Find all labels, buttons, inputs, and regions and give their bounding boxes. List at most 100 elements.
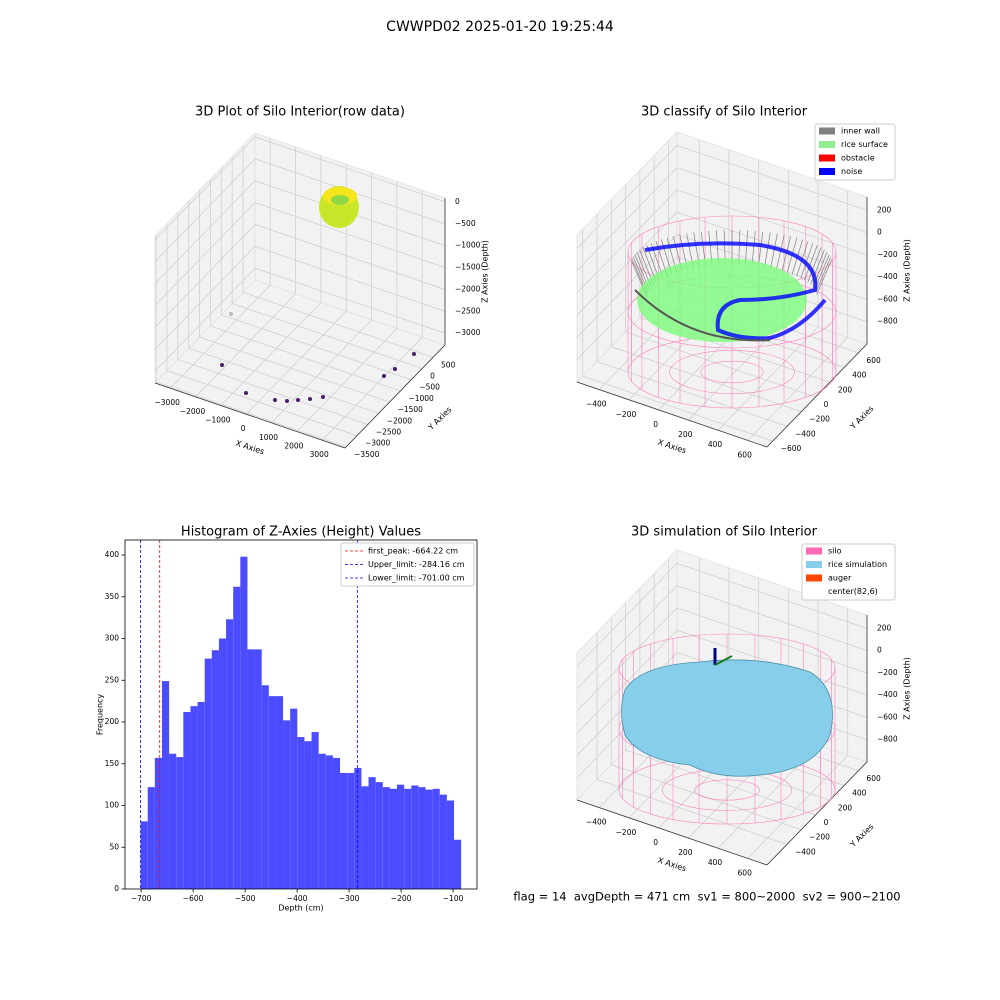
grid-line [155,381,347,448]
chart-title: Histogram of Z-Axies (Height) Values [181,525,421,540]
grid-line [576,189,678,294]
z-tick-label: 0 [877,646,882,655]
x-axis-line [576,799,768,866]
bar [397,784,405,889]
bar [375,782,383,889]
legend-box [814,123,896,181]
grid-line [576,211,678,316]
chart-title: 3D simulation of Silo Interior [631,525,818,540]
z-tick-label: −500 [455,219,476,228]
rice-simulation [621,659,833,777]
bar [446,800,455,889]
bar [347,772,355,889]
legend-box [340,542,475,587]
grid-line [611,346,802,413]
wall-line [807,247,822,283]
figure-title: CWWPD02 2025-01-20 19:25:44 [386,19,614,35]
point [285,399,289,403]
grid-line [747,337,848,441]
x-tick-label: −2000 [180,407,206,416]
point [229,312,233,316]
wall-line [764,232,771,268]
x-tick-label: −200 [616,410,637,419]
wall-line [744,230,748,266]
grid-line [676,189,868,256]
bar [389,788,398,889]
bar [454,839,462,889]
y-axis-line [344,344,446,449]
x-tick-label: −3000 [155,398,181,407]
z-tick-label: −1000 [455,241,481,250]
x-tick-label: 200 [678,430,693,439]
bar [218,638,227,889]
legend-label: first_peak: -664.22 cm [368,547,458,556]
point [296,398,300,402]
grid-line [242,291,434,358]
grid-line [221,314,412,381]
grid-line [220,302,322,406]
y-tick-label: 400 [852,371,867,380]
grid-line [676,144,868,211]
wall-line [751,230,756,266]
chart-title: 3D Plot of Silo Interior(row data) [195,105,405,120]
bar [290,708,298,889]
bar [297,737,305,889]
y-tick-label: −500 [419,383,440,392]
bar [140,821,148,889]
x-axis-line [154,382,346,449]
bar [169,753,177,889]
grid-line [169,284,271,389]
grid-line [210,325,401,392]
y-tick-label: −3500 [354,450,380,459]
legend-label: silo [828,547,842,556]
grid-line [199,336,390,403]
legend-box [801,543,896,601]
legend-swatch [819,127,835,135]
wall-line [757,231,764,267]
noise-points [644,241,827,341]
legend-swatch [819,168,835,175]
legend-swatch [819,141,835,148]
bar [325,755,333,889]
grid-line [232,303,423,369]
legend-label: rice surface [841,140,888,149]
wall-line [800,243,814,279]
grid-line [676,585,868,652]
bar [368,777,376,889]
y-tick-label: −1500 [398,405,424,414]
bar [197,701,205,889]
grid-line [676,211,868,278]
z-tick-label: −3000 [455,328,481,337]
x-tick-label: 400 [708,858,723,867]
grid-line [154,267,256,372]
x-tick-label: 600 [738,868,753,877]
grid-line [625,749,816,816]
y-tick-label: 0 [824,818,829,827]
grid-line [676,607,868,674]
y-tick-label: 200 [838,803,853,812]
z-axis-label: Z Axies (Depth) [481,240,490,303]
grid-line [576,585,678,689]
point [308,397,312,401]
inner-wall-points [634,289,771,342]
grid-line [154,246,256,350]
point [321,395,325,399]
y-tick-label: −600 [781,444,802,453]
y-tick-label: 0 [114,884,119,893]
bar [147,787,155,889]
x-tick-label: −400 [586,818,607,827]
point-cloud [331,195,349,205]
point [382,374,386,378]
y-tick-label: 200 [838,385,853,394]
bar [226,619,234,889]
y-tick-label: 400 [105,550,120,559]
y-tick-label: −200 [809,415,830,424]
x-tick-label: −500 [235,894,256,903]
grid-line [254,267,446,334]
grid-line [245,310,347,415]
grid-line [717,326,819,431]
auger-arm [714,655,733,666]
grid-line [195,293,296,398]
x-tick-label: 0 [653,838,658,847]
